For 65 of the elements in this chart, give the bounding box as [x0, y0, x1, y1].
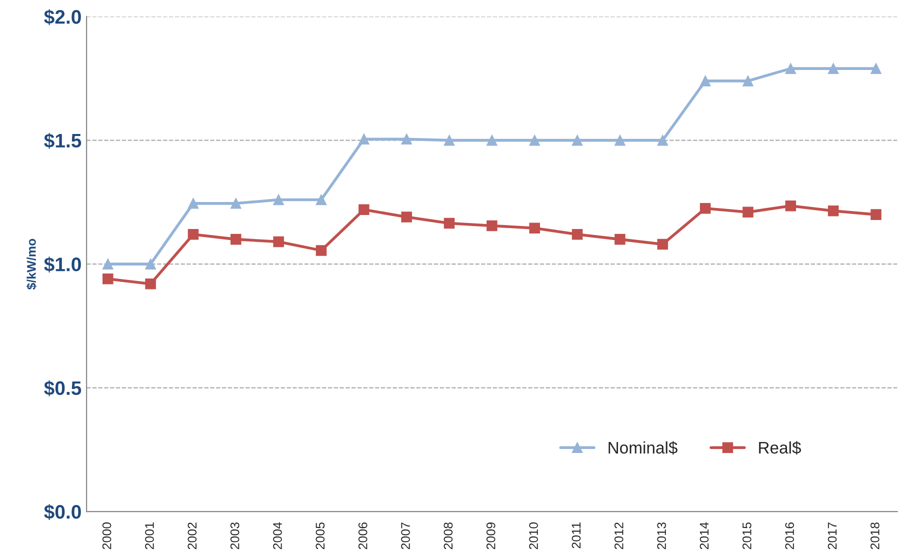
point	[102, 258, 114, 270]
point	[273, 194, 284, 206]
x-tick-label: 2013	[657, 522, 666, 550]
x-tick-label: 2000	[102, 522, 112, 550]
point	[700, 202, 711, 214]
x-tick-label: 2014	[700, 522, 709, 550]
point	[358, 134, 370, 144]
x-tick-label: 2016	[785, 522, 794, 550]
x-tick-label: 2017	[828, 522, 837, 550]
point	[614, 134, 626, 146]
x-tick-label: 2010	[529, 522, 538, 550]
point	[657, 134, 668, 146]
point	[316, 245, 327, 256]
point	[870, 209, 882, 220]
y-tick-label: $2.0	[44, 9, 81, 26]
legend-label: Real$	[759, 441, 801, 455]
point	[486, 134, 498, 146]
point	[614, 234, 626, 245]
point	[785, 63, 796, 74]
x-tick-label: 2015	[742, 522, 752, 550]
x-tick-label: 2005	[316, 522, 325, 550]
y-tick-label: $1.0	[44, 256, 81, 273]
point	[785, 200, 796, 212]
point	[700, 76, 711, 86]
x-tick-label: 2007	[401, 522, 410, 550]
y-tick-label: $1.5	[44, 132, 82, 149]
x-tick-label: 2011	[572, 522, 581, 548]
y-tick-label: $0.0	[44, 504, 81, 520]
point	[486, 220, 498, 232]
point	[102, 274, 114, 284]
y-axis-title: $/kW/mo	[26, 238, 37, 290]
point	[230, 234, 242, 245]
y-tick-label: $0.5	[44, 380, 82, 396]
point	[188, 228, 199, 240]
point	[188, 198, 199, 209]
point	[145, 278, 156, 290]
x-tick-label: 2004	[273, 522, 282, 550]
x-tick-label: 2009	[486, 522, 496, 550]
point	[572, 228, 583, 240]
point	[529, 134, 540, 146]
point	[657, 238, 668, 250]
x-tick-label: 2001	[145, 522, 154, 550]
point	[145, 258, 156, 270]
x-tick-label: 2003	[230, 522, 240, 550]
point	[444, 218, 455, 229]
point	[742, 76, 754, 86]
x-tick-label: 2018	[870, 522, 880, 550]
x-tick-label: 2006	[358, 522, 368, 550]
point	[444, 134, 455, 146]
point	[529, 222, 540, 234]
point	[870, 63, 882, 74]
x-tick-label: 2002	[188, 522, 197, 550]
point	[230, 198, 242, 209]
point	[572, 134, 583, 146]
point	[358, 204, 370, 215]
point	[828, 63, 839, 74]
point	[273, 236, 284, 248]
x-tick-label: 2012	[614, 522, 624, 550]
point	[316, 194, 327, 206]
point	[401, 212, 412, 222]
x-tick-label: 2008	[444, 522, 453, 550]
point	[401, 134, 412, 144]
point	[828, 205, 839, 216]
point	[742, 206, 754, 218]
legend-label: Nominal$	[608, 441, 678, 455]
